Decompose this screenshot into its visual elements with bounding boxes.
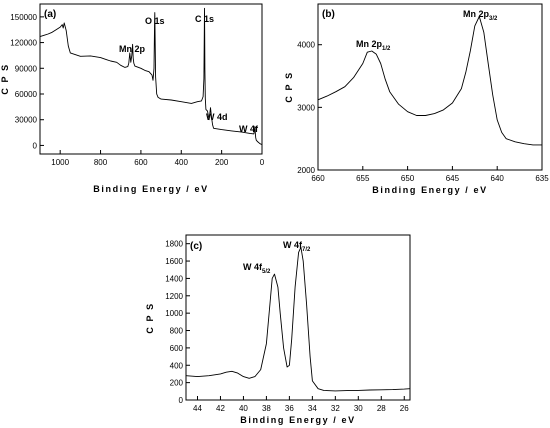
panel-a-y-ticks: 0 30000 60000 90000 120000 150000 (10, 13, 44, 150)
panel-c-w-4f-spectrum-line (185, 246, 411, 392)
annotation-mn-2p-1-2: Mn 2p1/2 (356, 39, 391, 52)
panel-b-x-tick-label: 650 (401, 174, 415, 183)
panel-c-x-tick-label: 36 (285, 404, 294, 413)
panel-c-x-tick-label: 44 (193, 404, 202, 413)
panel-a-y-tick-label: 0 (33, 141, 38, 150)
panel-c-x-tick-label: 26 (400, 404, 409, 413)
panel-c-y-axis-label: C P S (145, 302, 155, 333)
panel-a-label: (a) (44, 9, 56, 20)
panel-b-y-tick-label: 4000 (297, 41, 315, 50)
panel-c-y-tick-label: 1000 (165, 309, 183, 318)
panel-b-frame (317, 3, 543, 171)
panel-a-y-tick-label: 150000 (10, 13, 37, 22)
panel-c-x-tick-label: 28 (377, 404, 386, 413)
panel-b-x-tick-label: 640 (491, 174, 505, 183)
panel-a-x-ticks: 1000 800 600 400 200 0 (51, 150, 265, 167)
panel-b-x-ticks: 660 655 650 645 640 635 (311, 166, 549, 183)
panel-b: 660 655 650 645 640 635 2000 3000 4000 (b) Mn 2… (284, 3, 549, 195)
panel-a-x-tick-label: 600 (134, 158, 148, 167)
panel-c-label: (c) (190, 241, 202, 252)
panel-c-x-tick-label: 32 (331, 404, 340, 413)
panel-a-y-tick-label: 60000 (15, 90, 38, 99)
panel-c-y-tick-label: 800 (170, 327, 184, 336)
panel-b-y-tick-label: 3000 (297, 103, 315, 112)
panel-b-x-tick-label: 635 (535, 174, 549, 183)
panel-c-frame (185, 234, 411, 401)
panel-a-frame (39, 3, 263, 155)
panel-c-x-ticks: 44 42 40 38 36 34 32 30 28 26 (193, 396, 409, 413)
annotation-mn-2p-3-2: Mn 2p3/2 (463, 9, 498, 22)
panel-a-y-tick-label: 30000 (15, 116, 38, 125)
panel-a-x-tick-label: 400 (175, 158, 189, 167)
panel-b-mn-2p-spectrum-line (317, 16, 542, 146)
panel-c-y-tick-label: 0 (179, 396, 184, 405)
panel-a-x-tick-label: 1000 (51, 158, 69, 167)
panel-c-x-tick-label: 40 (239, 404, 248, 413)
panel-c-x-tick-label: 38 (262, 404, 271, 413)
panel-c-x-tick-label: 30 (354, 404, 363, 413)
panel-b-x-tick-label: 645 (446, 174, 460, 183)
annotation-w-4f-7-2: W 4f7/2 (283, 240, 311, 253)
panel-b-y-axis-label: C P S (284, 71, 294, 102)
panel-c-y-tick-label: 200 (170, 379, 184, 388)
panel-c-y-tick-label: 600 (170, 344, 184, 353)
panel-c-x-axis-label: Binding Energy / eV (240, 415, 355, 425)
panel-a-x-tick-label: 800 (94, 158, 108, 167)
panel-c: 44 42 40 38 36 34 32 30 28 26 0 200 400 600 800 1000 12… (145, 234, 411, 425)
annotation-w-4d: W 4d (206, 112, 228, 122)
annotation-w-4f-5-2: W 4f5/2 (243, 262, 271, 275)
panel-a: 1000 800 600 400 200 0 0 30000 60000 90000 120000… (0, 3, 265, 194)
panel-c-x-tick-label: 42 (216, 404, 225, 413)
panel-c-y-tick-label: 400 (170, 361, 184, 370)
panel-c-y-tick-label: 1400 (165, 274, 183, 283)
panel-b-label: (b) (322, 9, 335, 20)
panel-a-x-tick-label: 0 (260, 158, 265, 167)
panel-c-x-tick-label: 34 (308, 404, 317, 413)
panel-a-survey-spectrum-line (39, 7, 263, 146)
annotation-c-1s: C 1s (195, 14, 214, 24)
panel-a-y-tick-label: 120000 (10, 39, 37, 48)
panel-a-x-tick-label: 200 (215, 158, 229, 167)
annotation-w-4f: W 4f (239, 124, 259, 134)
panel-c-y-tick-label: 1200 (165, 292, 183, 301)
annotation-mn-2p: Mn 2p (119, 44, 146, 54)
panel-b-y-ticks: 2000 3000 4000 (297, 41, 322, 175)
annotation-o-1s: O 1s (145, 16, 165, 26)
panel-c-y-tick-label: 1600 (165, 257, 183, 266)
panel-a-x-axis-label: Binding Energy / eV (93, 184, 208, 194)
panel-c-y-tick-label: 1800 (165, 240, 183, 249)
panel-b-x-tick-label: 655 (356, 174, 370, 183)
panel-b-x-tick-label: 660 (311, 174, 325, 183)
panel-b-y-tick-label: 2000 (297, 166, 315, 175)
panel-a-y-axis-label: C P S (0, 63, 10, 94)
panel-a-y-tick-label: 90000 (15, 64, 38, 73)
panel-b-x-axis-label: Binding Energy / eV (372, 185, 487, 195)
panel-c-y-ticks: 0 200 400 600 800 1000 1200 1400 1600 1800 (165, 240, 190, 405)
